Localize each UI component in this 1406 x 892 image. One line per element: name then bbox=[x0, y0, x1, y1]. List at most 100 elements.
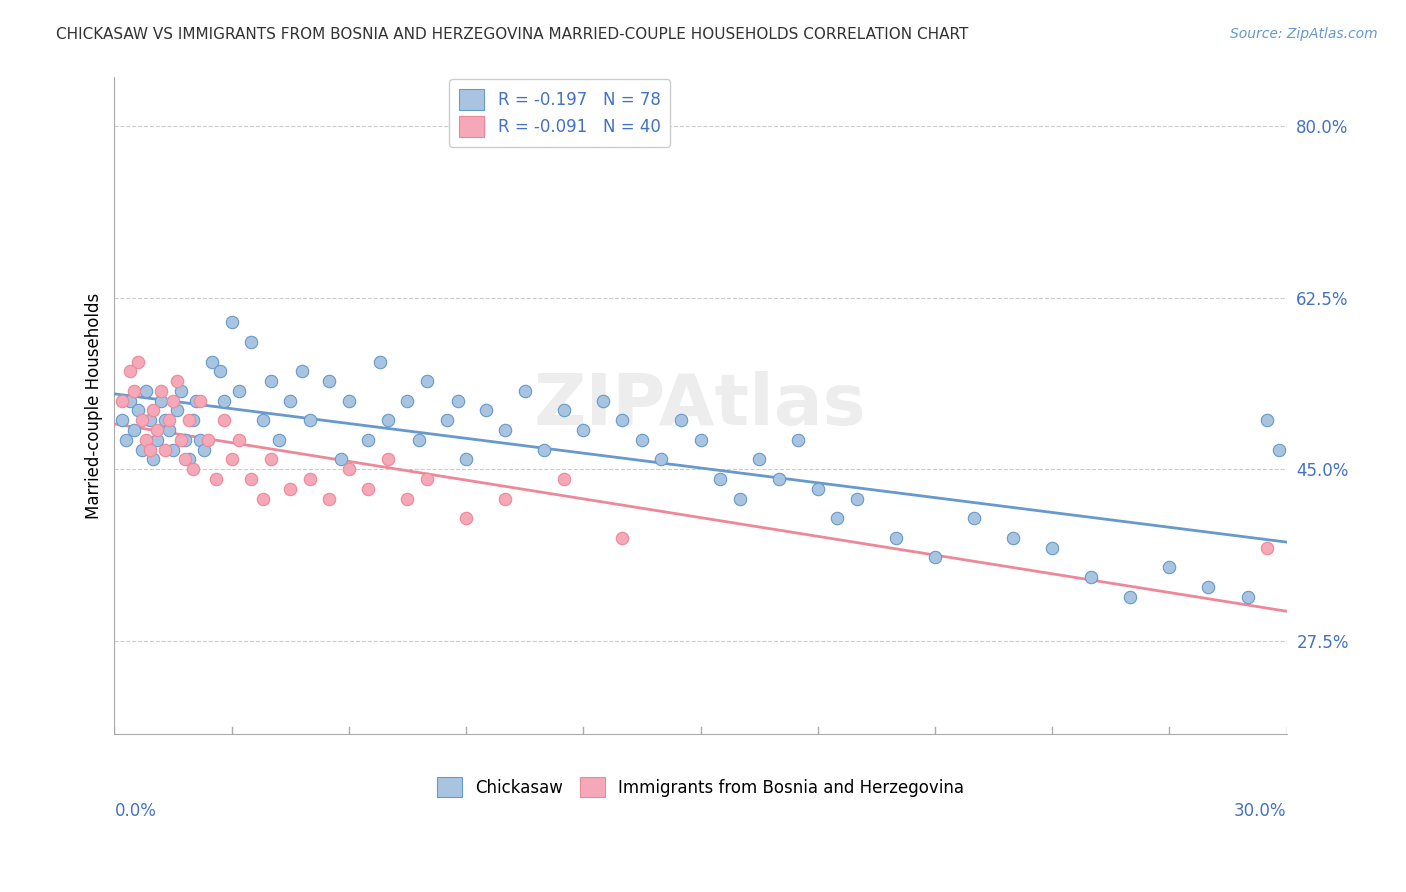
Point bbox=[787, 433, 810, 447]
Point bbox=[170, 433, 193, 447]
Point bbox=[177, 452, 200, 467]
Point bbox=[127, 354, 149, 368]
Point bbox=[650, 452, 672, 467]
Point bbox=[454, 452, 477, 467]
Point bbox=[494, 491, 516, 506]
Point bbox=[1268, 442, 1291, 457]
Point bbox=[138, 442, 160, 457]
Point bbox=[177, 413, 200, 427]
Point bbox=[1159, 560, 1181, 574]
Point bbox=[173, 433, 195, 447]
Point bbox=[807, 482, 830, 496]
Text: Source: ZipAtlas.com: Source: ZipAtlas.com bbox=[1230, 27, 1378, 41]
Point bbox=[166, 403, 188, 417]
Point bbox=[454, 511, 477, 525]
Point bbox=[201, 354, 224, 368]
Point bbox=[190, 393, 212, 408]
Point bbox=[138, 413, 160, 427]
Point bbox=[748, 452, 770, 467]
Point bbox=[337, 393, 360, 408]
Point bbox=[924, 550, 946, 565]
Point bbox=[162, 442, 184, 457]
Point bbox=[228, 433, 250, 447]
Point bbox=[122, 384, 145, 398]
Point bbox=[190, 433, 212, 447]
Point bbox=[1256, 413, 1278, 427]
Point bbox=[416, 374, 439, 388]
Point bbox=[1040, 541, 1063, 555]
Point bbox=[111, 413, 134, 427]
Point bbox=[142, 452, 165, 467]
Point bbox=[377, 452, 399, 467]
Point bbox=[170, 384, 193, 398]
Point bbox=[408, 433, 430, 447]
Point bbox=[337, 462, 360, 476]
Point bbox=[260, 452, 283, 467]
Point bbox=[181, 413, 204, 427]
Point bbox=[513, 384, 536, 398]
Point bbox=[1002, 531, 1025, 545]
Point bbox=[377, 413, 399, 427]
Point bbox=[205, 472, 228, 486]
Text: 0.0%: 0.0% bbox=[114, 802, 156, 821]
Point bbox=[474, 403, 496, 417]
Point bbox=[709, 472, 731, 486]
Point bbox=[228, 384, 250, 398]
Point bbox=[131, 413, 153, 427]
Point bbox=[131, 442, 153, 457]
Point bbox=[845, 491, 868, 506]
Point bbox=[298, 413, 321, 427]
Point bbox=[181, 462, 204, 476]
Point bbox=[150, 393, 173, 408]
Point bbox=[157, 423, 180, 437]
Point bbox=[963, 511, 986, 525]
Text: ZIPAtlas: ZIPAtlas bbox=[534, 371, 868, 440]
Point bbox=[592, 393, 614, 408]
Point bbox=[267, 433, 290, 447]
Point bbox=[240, 334, 263, 349]
Point bbox=[278, 393, 301, 408]
Point bbox=[494, 423, 516, 437]
Point bbox=[291, 364, 314, 378]
Point bbox=[357, 433, 380, 447]
Point bbox=[318, 374, 340, 388]
Point bbox=[221, 452, 243, 467]
Point bbox=[330, 452, 353, 467]
Point bbox=[221, 315, 243, 329]
Point bbox=[318, 491, 340, 506]
Point bbox=[157, 413, 180, 427]
Point bbox=[186, 393, 208, 408]
Point bbox=[252, 413, 274, 427]
Point bbox=[127, 403, 149, 417]
Point bbox=[135, 384, 157, 398]
Point bbox=[368, 354, 391, 368]
Point bbox=[146, 423, 169, 437]
Point bbox=[166, 374, 188, 388]
Point bbox=[142, 403, 165, 417]
Point bbox=[768, 472, 790, 486]
Point bbox=[111, 393, 134, 408]
Point bbox=[396, 491, 419, 506]
Point bbox=[553, 472, 575, 486]
Point bbox=[173, 452, 195, 467]
Point bbox=[1256, 541, 1278, 555]
Text: 30.0%: 30.0% bbox=[1234, 802, 1286, 821]
Point bbox=[212, 413, 235, 427]
Point bbox=[208, 364, 231, 378]
Point bbox=[728, 491, 751, 506]
Point bbox=[572, 423, 595, 437]
Point bbox=[416, 472, 439, 486]
Point bbox=[122, 423, 145, 437]
Point bbox=[631, 433, 654, 447]
Text: CHICKASAW VS IMMIGRANTS FROM BOSNIA AND HERZEGOVINA MARRIED-COUPLE HOUSEHOLDS CO: CHICKASAW VS IMMIGRANTS FROM BOSNIA AND … bbox=[56, 27, 969, 42]
Point bbox=[115, 433, 138, 447]
Point bbox=[612, 531, 634, 545]
Point bbox=[825, 511, 848, 525]
Point bbox=[436, 413, 458, 427]
Point bbox=[357, 482, 380, 496]
Point bbox=[118, 364, 141, 378]
Point bbox=[197, 433, 219, 447]
Point bbox=[298, 472, 321, 486]
Point bbox=[146, 433, 169, 447]
Point bbox=[1080, 570, 1102, 584]
